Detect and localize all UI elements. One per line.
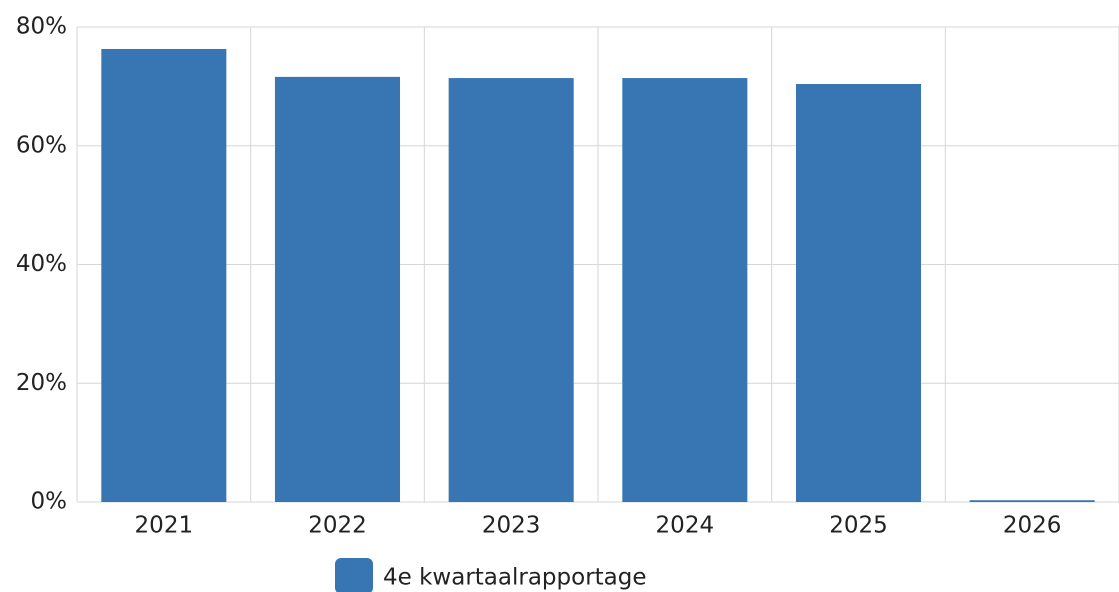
bar: [795, 84, 922, 502]
y-tick-label: 80%: [16, 14, 67, 40]
y-tick-label: 0%: [31, 489, 68, 515]
bar: [274, 76, 401, 502]
x-tick-label: 2026: [1003, 513, 1062, 539]
x-tick-label: 2021: [135, 513, 194, 539]
y-tick-label: 40%: [16, 251, 67, 277]
x-tick-label: 2023: [482, 513, 541, 539]
y-tick-label: 20%: [16, 370, 67, 396]
bar: [622, 78, 748, 502]
bar: [448, 78, 574, 502]
x-tick-label: 2025: [829, 513, 888, 539]
x-tick-label: 2024: [656, 513, 715, 539]
y-tick-label: 60%: [16, 132, 67, 158]
legend-swatch: [335, 558, 373, 592]
bar: [969, 500, 1095, 502]
x-tick-label: 2022: [308, 513, 367, 539]
bar: [101, 48, 227, 502]
legend-label: 4e kwartaalrapportage: [383, 565, 647, 591]
